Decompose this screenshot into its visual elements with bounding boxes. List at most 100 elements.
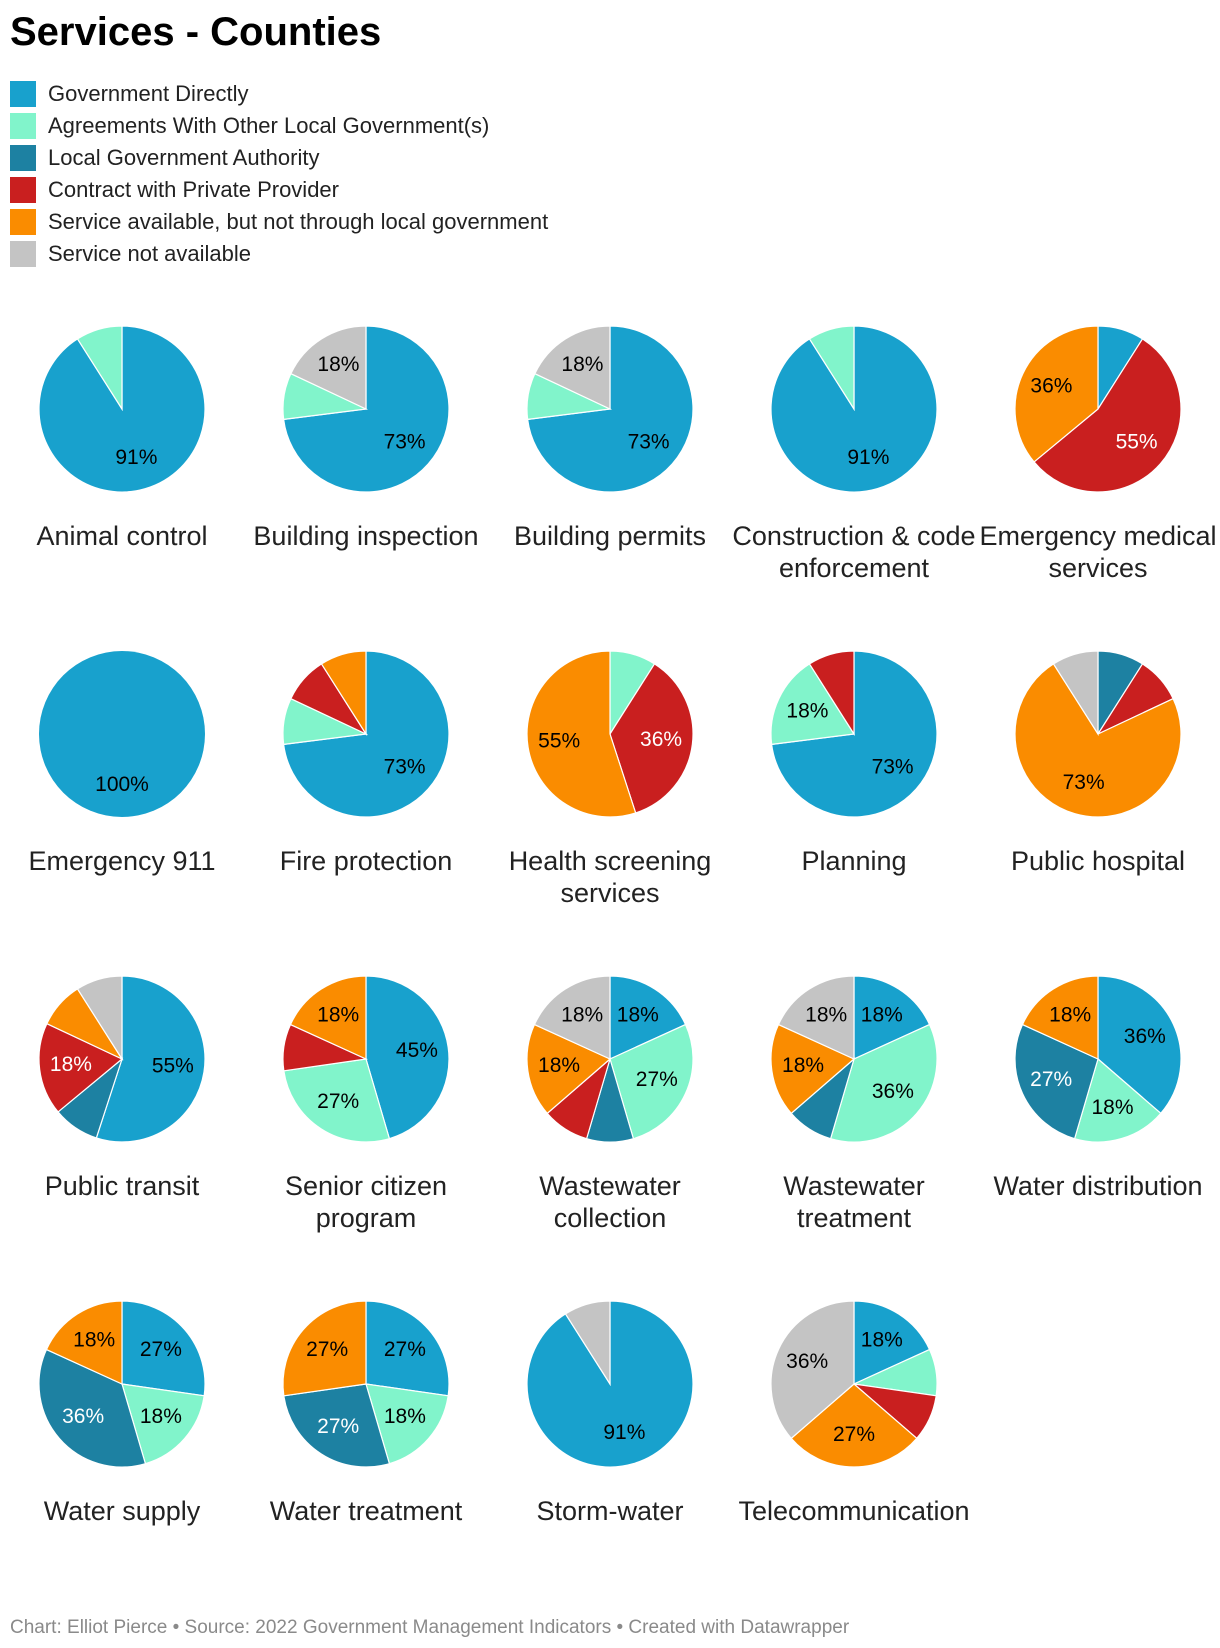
pie-slice xyxy=(609,650,656,737)
pie-slice xyxy=(609,663,694,814)
pie-slice xyxy=(76,975,123,1062)
pie-slice xyxy=(121,1383,205,1465)
pie-name: Animal control xyxy=(36,521,208,551)
slice-label: 18% xyxy=(861,1003,903,1026)
pie-slice xyxy=(1052,650,1099,737)
pie-chart: 91% Construction & code enforcement xyxy=(732,325,976,651)
pie-slice xyxy=(790,1057,856,1140)
slice-label: 36% xyxy=(872,1080,914,1103)
legend-item: Service not available xyxy=(10,238,548,270)
slice-label: 27% xyxy=(1030,1068,1072,1091)
pie-slice xyxy=(1097,975,1182,1115)
slice-label: 18% xyxy=(805,1003,847,1026)
pie-slice xyxy=(38,1022,124,1113)
pie-slice xyxy=(526,325,694,493)
legend-item: Government Directly xyxy=(10,78,548,110)
slice-label: 27% xyxy=(317,1090,359,1113)
pie-chart: 73% Public hospital xyxy=(976,650,1220,976)
pie-slice xyxy=(45,1300,123,1385)
slice-label: 36% xyxy=(786,1350,828,1373)
pie-name: Emergency 911 xyxy=(28,846,216,876)
pie-svg: 45% 27% 18% xyxy=(282,975,450,1143)
pie-chart: 91% Storm-water xyxy=(488,1300,732,1626)
slice-label: 27% xyxy=(306,1338,348,1361)
pie-chart: 55% 36% Emergency medical services xyxy=(976,325,1220,651)
legend-swatch xyxy=(10,145,36,171)
pie-chart: 45% 27% 18% Senior citizen program xyxy=(244,975,488,1301)
pie-slice xyxy=(851,1348,938,1397)
pie-slice xyxy=(585,1056,635,1143)
pie-slice xyxy=(853,975,931,1060)
pie-chart: 18% 27% 18% 18% Wastewater collection xyxy=(488,975,732,1301)
slice-label: 36% xyxy=(62,1405,104,1428)
legend-label: Local Government Authority xyxy=(48,145,320,170)
pie-slice xyxy=(283,1383,391,1468)
pie-slice xyxy=(57,1057,124,1139)
pie-slice xyxy=(282,1023,369,1072)
slice-label: 55% xyxy=(1116,431,1158,454)
slice-label: 27% xyxy=(317,1415,359,1438)
slice-label: 100% xyxy=(95,773,149,796)
pie-slice xyxy=(76,325,123,412)
pie-slice xyxy=(770,663,856,746)
slice-label: 55% xyxy=(152,1055,194,1078)
pie-slice xyxy=(1014,1023,1099,1140)
slice-label: 18% xyxy=(561,1003,603,1026)
legend-swatch xyxy=(10,241,36,267)
slice-label: 18% xyxy=(1049,1003,1091,1026)
pie-slice xyxy=(39,651,205,817)
pie-slice xyxy=(95,975,206,1143)
legend-swatch xyxy=(10,81,36,107)
pie-slice xyxy=(1033,338,1182,493)
legend-swatch xyxy=(10,177,36,203)
pie-slice xyxy=(289,975,367,1060)
pie-svg: 73% 18% xyxy=(526,325,694,493)
slice-label: 18% xyxy=(384,1405,426,1428)
pie-svg: 73% 18% xyxy=(282,325,450,493)
pie-slice xyxy=(283,1058,391,1143)
pie-svg: 36% 55% xyxy=(526,650,694,818)
pie-slice xyxy=(564,1300,611,1387)
pie-name: Storm-water xyxy=(536,1496,684,1526)
pie-slice xyxy=(1096,663,1174,736)
pie-slice xyxy=(365,975,450,1140)
pie-slice xyxy=(609,1023,694,1140)
slice-label: 73% xyxy=(384,756,426,779)
pie-name: Fire protection xyxy=(279,846,453,876)
legend-label: Service available, but not through local… xyxy=(48,209,549,234)
pie-chart: 36% 55% Health screening services xyxy=(488,650,732,976)
pie-name: Senior citizen program xyxy=(284,1171,448,1233)
pie-chart: 55% 18% Public transit xyxy=(0,975,244,1301)
pie-chart: 27% 18% 36% 18% Water supply xyxy=(0,1300,244,1626)
slice-label: 73% xyxy=(628,431,670,454)
legend-swatch xyxy=(10,209,36,235)
pie-svg: 91% xyxy=(770,325,938,493)
pie-chart: 100% Emergency 911 xyxy=(0,651,244,976)
legend-item: Agreements With Other Local Government(s… xyxy=(10,110,548,142)
slice-label: 18% xyxy=(782,1054,824,1077)
legend-swatch xyxy=(10,113,36,139)
pie-slice xyxy=(770,325,938,493)
pie-slice xyxy=(282,697,369,746)
pie-slice xyxy=(526,1023,612,1115)
pie-name: Building inspection xyxy=(253,521,479,551)
pie-slice xyxy=(365,1383,449,1465)
pie-chart: 36% 18% 27% 18% Water distribution xyxy=(976,975,1220,1301)
pie-slice xyxy=(38,325,206,493)
slice-label: 18% xyxy=(617,1003,659,1026)
pie-name: Construction & code enforcement xyxy=(732,521,976,583)
pie-slice xyxy=(777,975,855,1060)
pie-svg: 73% xyxy=(282,650,450,818)
pie-name: Emergency medical services xyxy=(979,521,1217,583)
slice-label: 91% xyxy=(115,446,157,469)
slice-label: 18% xyxy=(1091,1096,1133,1119)
pie-slice xyxy=(829,1023,938,1143)
pie-slice xyxy=(853,1300,931,1385)
legend-label: Government Directly xyxy=(48,81,249,106)
pie-name: Planning xyxy=(801,846,907,876)
slice-label: 18% xyxy=(73,1328,115,1351)
pie-chart: 27% 18% 27% 27% Water treatment xyxy=(244,1300,488,1626)
pie-name: Water supply xyxy=(43,1496,201,1526)
pie-svg: 27% 18% 27% 27% xyxy=(282,1300,450,1468)
pie-svg: 73% 18% xyxy=(770,650,938,818)
